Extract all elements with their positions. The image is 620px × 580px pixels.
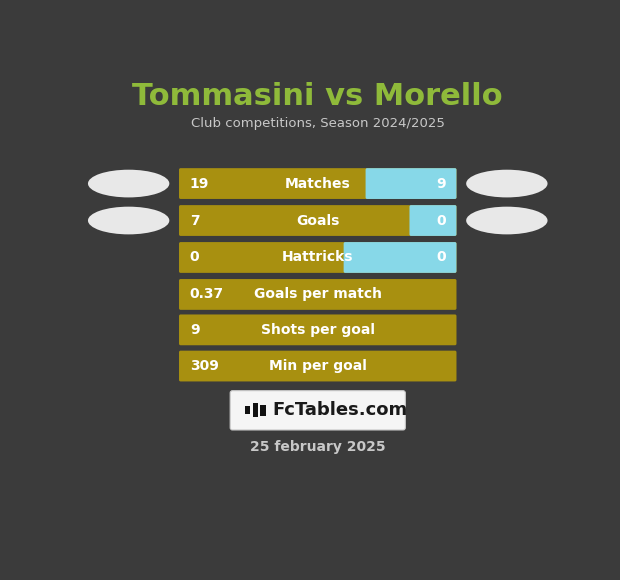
Ellipse shape — [466, 170, 547, 197]
Text: 9: 9 — [190, 323, 200, 337]
Ellipse shape — [88, 170, 169, 197]
FancyBboxPatch shape — [245, 407, 250, 414]
Text: Goals: Goals — [296, 213, 339, 227]
Ellipse shape — [88, 206, 169, 234]
Text: Goals per match: Goals per match — [254, 288, 382, 302]
FancyBboxPatch shape — [179, 242, 456, 273]
Text: Shots per goal: Shots per goal — [261, 323, 374, 337]
Text: FcTables.com: FcTables.com — [273, 401, 408, 419]
Ellipse shape — [466, 206, 547, 234]
FancyBboxPatch shape — [179, 279, 456, 310]
Text: 0: 0 — [190, 251, 200, 264]
Text: Min per goal: Min per goal — [269, 359, 366, 373]
Text: 7: 7 — [190, 213, 200, 227]
FancyBboxPatch shape — [230, 391, 405, 430]
FancyBboxPatch shape — [343, 242, 456, 273]
FancyBboxPatch shape — [366, 168, 456, 199]
Text: Matches: Matches — [285, 176, 351, 191]
Text: 9: 9 — [436, 176, 446, 191]
Text: 0: 0 — [436, 251, 446, 264]
Text: 19: 19 — [190, 176, 210, 191]
FancyBboxPatch shape — [253, 404, 258, 417]
Text: 25 february 2025: 25 february 2025 — [250, 440, 386, 454]
FancyBboxPatch shape — [179, 351, 456, 382]
FancyBboxPatch shape — [409, 205, 456, 236]
FancyBboxPatch shape — [179, 168, 456, 199]
Text: Club competitions, Season 2024/2025: Club competitions, Season 2024/2025 — [191, 117, 445, 130]
FancyBboxPatch shape — [260, 405, 266, 416]
Text: 0: 0 — [436, 213, 446, 227]
Text: 0.37: 0.37 — [190, 288, 224, 302]
FancyBboxPatch shape — [179, 205, 456, 236]
FancyBboxPatch shape — [179, 314, 456, 345]
Text: Tommasini vs Morello: Tommasini vs Morello — [133, 82, 503, 111]
Text: 309: 309 — [190, 359, 219, 373]
Text: Hattricks: Hattricks — [282, 251, 353, 264]
